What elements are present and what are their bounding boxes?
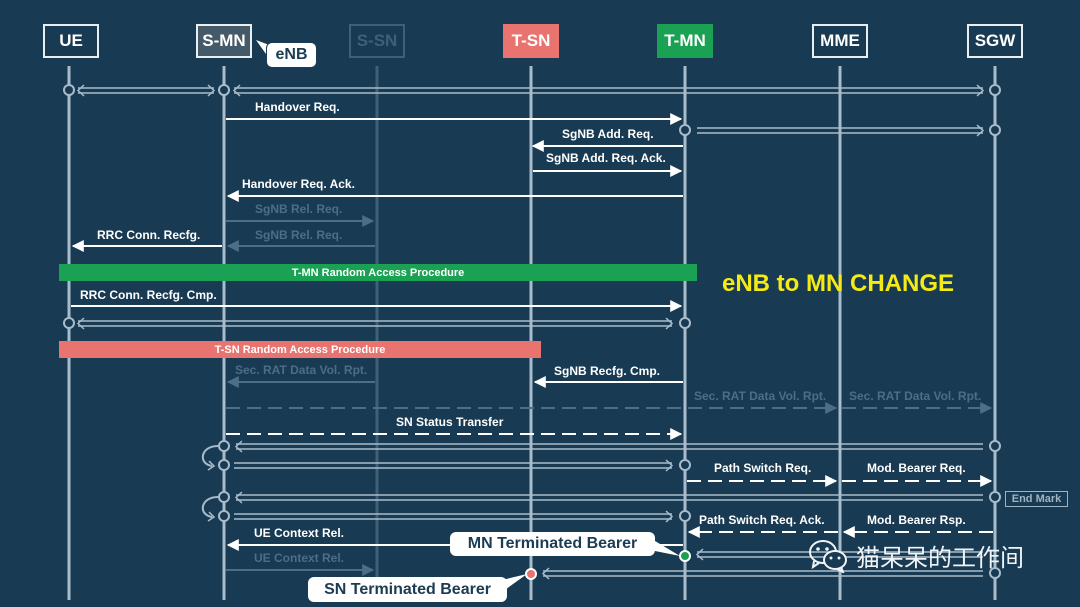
entity-smn: S-MN bbox=[196, 24, 252, 58]
bearer-path bbox=[541, 567, 983, 580]
message-label: UE Context Rel. bbox=[254, 551, 344, 565]
bearer-path bbox=[234, 440, 983, 453]
message-label: SgNB Add. Req. Ack. bbox=[546, 151, 666, 165]
entity-ue: UE bbox=[43, 24, 99, 58]
enb-callout: eNB bbox=[266, 42, 317, 68]
message-label: SgNB Recfg. Cmp. bbox=[554, 364, 660, 378]
message-label: SN Status Transfer bbox=[396, 415, 504, 429]
message-label: Mod. Bearer Req. bbox=[867, 461, 966, 475]
anchor-dot bbox=[989, 440, 1001, 452]
anchor-dot bbox=[679, 459, 691, 471]
headline: eNB to MN CHANGE bbox=[722, 270, 954, 297]
callout-pointers bbox=[256, 40, 680, 592]
sn-terminated-bearer-callout: SN Terminated Bearer bbox=[308, 577, 507, 602]
loop-icon bbox=[202, 445, 219, 467]
bearer-path bbox=[234, 491, 983, 504]
anchor-dot bbox=[989, 491, 1001, 503]
mn-terminated-bearer-callout: MN Terminated Bearer bbox=[450, 532, 655, 556]
anchor-dot bbox=[679, 124, 691, 136]
message-label: Handover Req. bbox=[255, 100, 340, 114]
bearer-path bbox=[232, 84, 985, 97]
bearer-paths bbox=[76, 84, 985, 580]
anchor-dot bbox=[63, 317, 75, 329]
tsn-random-access-bar: T-SN Random Access Procedure bbox=[59, 341, 541, 358]
message-label: UE Context Rel. bbox=[254, 526, 344, 540]
anchor-dot bbox=[218, 440, 230, 452]
entity-sgw: SGW bbox=[967, 24, 1023, 58]
lifelines bbox=[67, 66, 997, 600]
message-label: RRC Conn. Recfg. Cmp. bbox=[80, 288, 217, 302]
bearer-path bbox=[76, 84, 216, 97]
forwarding-loops bbox=[202, 445, 219, 522]
message-label: Sec. RAT Data Vol. Rpt. bbox=[849, 389, 981, 403]
entity-tmn: T-MN bbox=[657, 24, 713, 58]
message-label: Mod. Bearer Rsp. bbox=[867, 513, 966, 527]
anchor-dot bbox=[679, 510, 691, 522]
anchor-dot bbox=[63, 84, 75, 96]
anchor-dot bbox=[679, 317, 691, 329]
wechat-icon bbox=[809, 539, 847, 573]
tmn-random-access-bar: T-MN Random Access Procedure bbox=[59, 264, 697, 281]
entity-tsn: T-SN bbox=[503, 24, 559, 58]
anchor-points bbox=[63, 84, 1001, 580]
sn-bearer-dot bbox=[525, 568, 537, 580]
anchor-dot bbox=[218, 84, 230, 96]
bearer-path bbox=[76, 317, 674, 330]
message-label: RRC Conn. Recfg. bbox=[97, 228, 200, 242]
message-label: Path Switch Req. bbox=[714, 461, 811, 475]
bearer-path bbox=[234, 459, 674, 472]
message-label: Path Switch Req. Ack. bbox=[699, 513, 825, 527]
message-label: Handover Req. Ack. bbox=[242, 177, 355, 191]
message-label: SgNB Add. Req. bbox=[562, 127, 654, 141]
message-label: SgNB Rel. Req. bbox=[255, 202, 342, 216]
anchor-dot bbox=[218, 510, 230, 522]
entity-ssn: S-SN bbox=[349, 24, 405, 58]
anchor-dot bbox=[218, 459, 230, 471]
message-label: SgNB Rel. Req. bbox=[255, 228, 342, 242]
entity-mme: MME bbox=[812, 24, 868, 58]
message-label: Sec. RAT Data Vol. Rpt. bbox=[235, 363, 367, 377]
anchor-dot bbox=[218, 491, 230, 503]
loop-icon bbox=[202, 496, 219, 518]
anchor-dot bbox=[989, 124, 1001, 136]
signalling-arrows bbox=[71, 113, 993, 576]
mn-bearer-dot bbox=[679, 550, 691, 562]
watermark: 猫呆呆的工作间 bbox=[808, 538, 1024, 573]
watermark-text: 猫呆呆的工作间 bbox=[856, 544, 1024, 572]
end-mark-label: End Mark bbox=[1005, 491, 1068, 507]
anchor-dot bbox=[989, 567, 1001, 579]
bearer-path bbox=[697, 124, 985, 137]
message-label: Sec. RAT Data Vol. Rpt. bbox=[694, 389, 826, 403]
message-labels: Handover Req. SgNB Add. Req. SgNB Add. R… bbox=[80, 100, 981, 565]
bearer-path bbox=[234, 510, 674, 523]
anchor-dot bbox=[989, 84, 1001, 96]
